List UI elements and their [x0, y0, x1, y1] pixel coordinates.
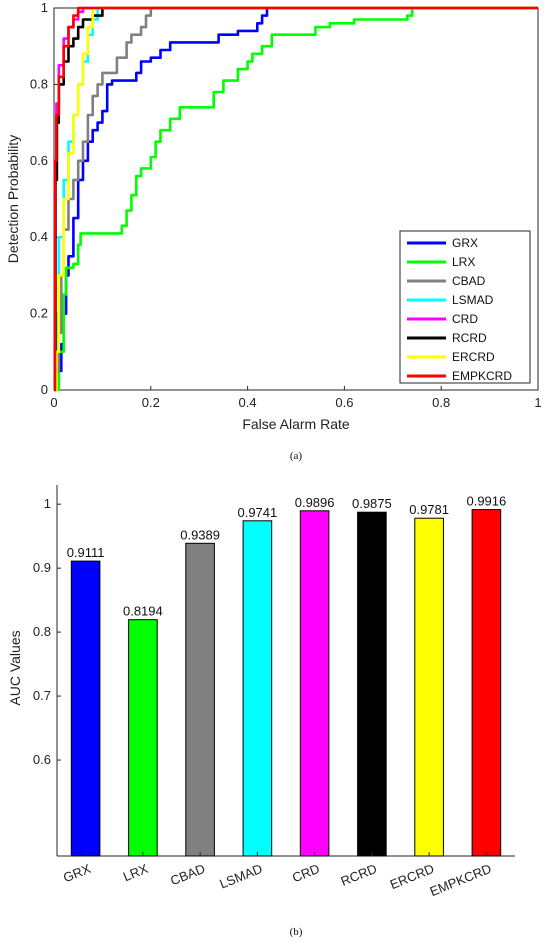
legend-label-lsmad: LSMAD [452, 293, 494, 307]
roc-curve-ercrd [54, 6, 538, 392]
roc-y-tick-label: 1 [41, 0, 48, 15]
roc-legend: GRX LRX CBAD LSMAD CRD RCRD ERCRD EMPKCRD [399, 230, 531, 384]
auc-value-label: 0.9389 [180, 527, 220, 542]
auc-bar-rcrd [357, 511, 387, 857]
auc-x-tick-label: GRX [61, 861, 93, 886]
roc-x-ticks: 0 0.2 0.4 0.6 0.8 1 [50, 386, 542, 410]
auc-value-label: 0.8194 [123, 604, 163, 619]
auc-value-label: 0.9875 [352, 496, 392, 511]
auc-y-tick-label: 0.9 [33, 560, 51, 575]
auc-y-tick-label: 0.7 [33, 688, 51, 703]
auc-x-tick-label: LSMAD [217, 861, 264, 892]
roc-x-tick-label: 0.2 [142, 395, 160, 410]
auc-y-tick-label: 0.8 [33, 624, 51, 639]
legend-label-grx: GRX [452, 236, 478, 250]
auc-value-label: 0.9741 [237, 505, 277, 520]
auc-bar-crd [299, 510, 330, 857]
auc-bar-lrx [128, 619, 158, 857]
roc-curve-empkcrd [53, 6, 538, 392]
auc-x-tick-label: EMPKCRD [428, 861, 494, 899]
roc-y-tick-label: 0.2 [30, 306, 48, 321]
roc-curve-lrx [54, 6, 538, 392]
auc-axes [56, 485, 515, 857]
roc-y-tick-label: 0.6 [30, 153, 48, 168]
figure-b-caption: (b) [290, 926, 303, 938]
auc-bar-ercrd [414, 517, 444, 857]
legend-label-crd: CRD [452, 312, 478, 326]
auc-bar-chart: 0.60.70.80.91 0.91110.81940.93890.97410.… [7, 485, 515, 938]
auc-value-label: 0.9781 [409, 502, 449, 517]
auc-value-label: 0.9916 [466, 494, 506, 509]
auc-x-tick-label: CBAD [168, 861, 207, 888]
auc-bars: 0.9111 0.8194 0.9389 0.9741 0.9896 0.9875 0.97… [67, 494, 506, 857]
roc-chart: 0 0.2 0.4 0.6 0.8 1 0 0.2 0.4 0.6 0.8 1 False Alar… [5, 0, 542, 462]
roc-y-ticks: 0 0.2 0.4 0.6 0.8 1 [30, 0, 58, 397]
roc-y-tick-label: 0 [41, 382, 48, 397]
roc-x-tick-label: 0.8 [432, 395, 450, 410]
legend-label-rcrd: RCRD [452, 331, 487, 345]
legend-label-empkcrd: EMPKCRD [452, 369, 512, 383]
figure-a-caption: (a) [290, 450, 303, 462]
auc-value-label: 0.9111 [67, 545, 105, 560]
roc-y-axis-label: Detection Probability [5, 135, 21, 263]
roc-curves [53, 6, 538, 392]
auc-y-tick-label: 1 [44, 496, 51, 511]
auc-bar-lsmad [242, 520, 273, 857]
roc-y-tick-label: 0.8 [30, 76, 48, 91]
auc-bar-cbad [185, 542, 215, 857]
roc-x-tick-label: 1 [534, 395, 541, 410]
legend-label-lrx: LRX [452, 255, 475, 269]
legend-label-cbad: CBAD [452, 274, 486, 288]
auc-y-ticks: 0.6 0.7 0.8 0.9 1 [33, 496, 61, 767]
roc-x-tick-label: 0.4 [239, 395, 257, 410]
auc-x-tick-label: CRD [290, 861, 322, 885]
auc-bar-empkcrd [471, 509, 502, 857]
roc-x-tick-label: 0 [50, 395, 57, 410]
legend-label-ercrd: ERCRD [452, 350, 495, 364]
roc-curve-grx [54, 6, 538, 392]
roc-x-axis-label: False Alarm Rate [242, 416, 350, 432]
auc-value-label: 0.9896 [295, 495, 335, 510]
auc-y-axis-label: AUC Values [7, 630, 23, 705]
roc-x-tick-label: 0.6 [335, 395, 353, 410]
auc-x-tick-label: RCRD [339, 861, 379, 889]
auc-bar-grx [70, 560, 101, 857]
auc-y-tick-label: 0.6 [33, 752, 51, 767]
auc-x-tick-label: LRX [121, 861, 150, 885]
roc-y-tick-label: 0.4 [30, 229, 48, 244]
